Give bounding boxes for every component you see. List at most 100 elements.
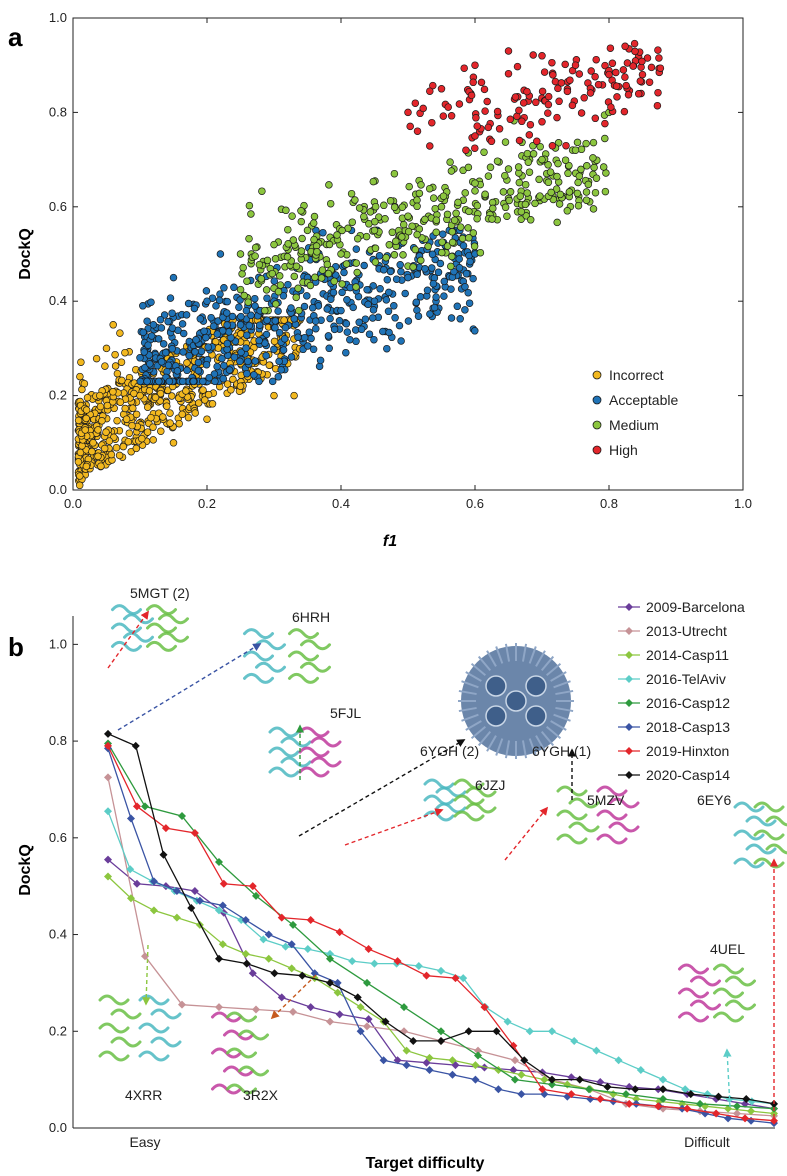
scatter-point: [483, 97, 491, 106]
data-point: [132, 879, 141, 888]
scatter-point: [156, 315, 165, 324]
ribbon: [138, 1022, 170, 1034]
data-point: [289, 920, 297, 929]
scatter-point: [421, 215, 429, 224]
scatter-point: [270, 277, 279, 285]
scatter-point: [236, 382, 245, 390]
scatter-point: [199, 377, 207, 386]
scatter-point: [574, 201, 583, 210]
scatter-point: [432, 228, 440, 237]
legend-marker: [592, 420, 602, 430]
capsid-spike: [555, 706, 574, 713]
legend-label: 2016-Casp12: [646, 695, 730, 711]
legend-marker: [625, 771, 633, 779]
scatter-point: [244, 298, 252, 306]
ribbon: [280, 736, 312, 748]
scatter-point: [554, 159, 562, 168]
scatter-point: [149, 321, 158, 329]
scatter-point: [624, 90, 633, 99]
scatter-point: [300, 302, 309, 311]
panel-a-letter: a: [8, 22, 23, 52]
scatter-point: [488, 215, 496, 223]
scatter-point: [544, 92, 553, 101]
scatter-point: [159, 413, 167, 421]
scatter-point: [179, 329, 188, 338]
scatter-point: [371, 202, 380, 211]
scatter-point: [413, 270, 421, 279]
series-2016-telaviv: [104, 807, 778, 1108]
panel-b-letter: b: [8, 632, 24, 662]
scatter-point: [621, 42, 629, 51]
ribbon: [678, 987, 709, 999]
scatter-point: [317, 274, 326, 282]
scatter-point: [277, 366, 285, 374]
ribbon: [745, 843, 777, 855]
structure-5mzv: [556, 785, 640, 845]
plot-frame: [72, 17, 744, 491]
data-point: [363, 978, 371, 987]
scatter-point: [408, 222, 416, 230]
scatter-point: [262, 286, 271, 294]
scatter-point: [218, 354, 226, 363]
scatter-point: [109, 388, 117, 396]
scatter-point: [390, 302, 398, 310]
scatter-point: [480, 85, 489, 94]
scatter-point: [276, 281, 285, 289]
scatter-point: [538, 87, 547, 96]
capsid-spike: [545, 662, 562, 677]
scatter-point: [183, 359, 191, 367]
scatter-point: [612, 82, 621, 90]
scatter-point: [594, 80, 603, 89]
scatter-point: [326, 199, 335, 208]
scatter-point: [447, 262, 455, 271]
scatter-point: [555, 97, 563, 106]
scatter-point: [565, 161, 573, 170]
scatter-point: [347, 189, 356, 198]
data-point: [241, 916, 250, 925]
scatter-point: [160, 311, 169, 319]
y-tick-label: 0.2: [49, 1023, 67, 1038]
scatter-point: [386, 267, 395, 276]
scatter-point: [257, 275, 266, 283]
capsid-spike: [540, 655, 555, 672]
scatter-point: [297, 217, 306, 226]
scatter-point: [149, 436, 157, 444]
data-point: [241, 949, 250, 958]
scatter-point: [469, 274, 477, 283]
data-point: [248, 969, 257, 978]
scatter-point: [471, 61, 479, 69]
series-2009-barcelona: [104, 855, 778, 1113]
ribbon: [268, 726, 300, 738]
scatter-point: [295, 306, 303, 315]
scatter-point: [525, 168, 534, 176]
scatter-point: [428, 264, 436, 272]
annotation-label: 6HRH: [292, 609, 330, 625]
data-point: [218, 901, 227, 910]
data-point: [636, 1065, 645, 1074]
scatter-point: [470, 242, 479, 251]
data-point: [683, 1104, 692, 1113]
scatter-point: [383, 344, 391, 353]
ribbon: [596, 785, 628, 797]
scatter-point: [353, 234, 362, 243]
scatter-point: [225, 366, 234, 374]
series-medium: [236, 108, 613, 315]
scatter-point: [157, 427, 165, 435]
scatter-point: [425, 184, 434, 193]
annotation-arrow: [344, 808, 444, 846]
scatter-point: [168, 392, 176, 400]
scatter-point: [586, 89, 595, 97]
ribbon: [280, 756, 312, 768]
scatter-point: [429, 279, 438, 288]
scatter-point: [105, 437, 114, 445]
data-point: [448, 1056, 457, 1065]
ribbon: [765, 843, 787, 855]
scatter-point: [149, 423, 157, 431]
ribbon: [111, 604, 142, 616]
scatter-point: [200, 327, 208, 335]
scatter-point: [154, 335, 163, 343]
data-point: [509, 1065, 518, 1074]
scatter-point: [297, 207, 305, 215]
scatter-point: [165, 377, 174, 386]
capsid-spike: [553, 680, 571, 689]
